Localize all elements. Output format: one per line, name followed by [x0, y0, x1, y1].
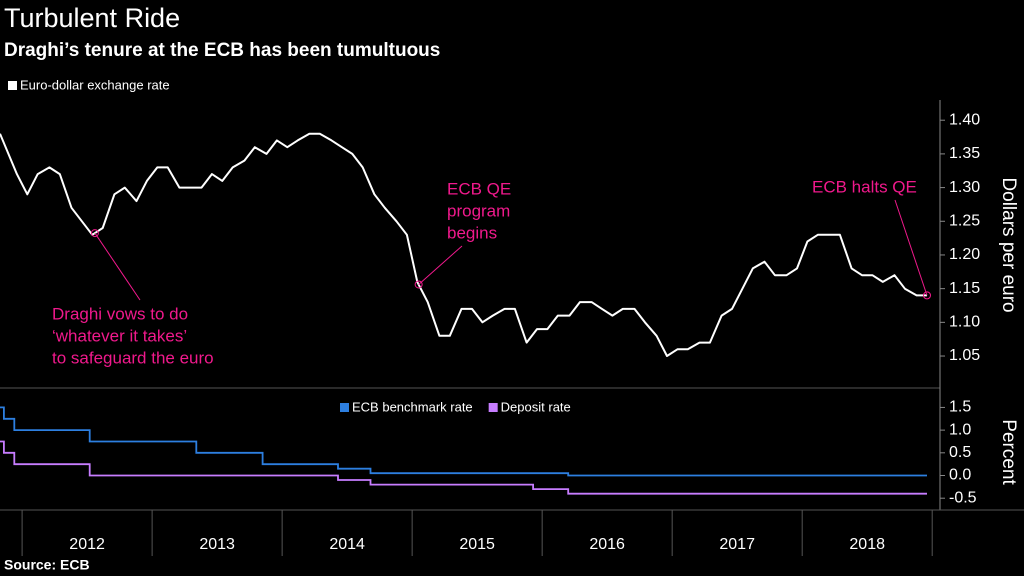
annotation-text: to safeguard the euro — [52, 348, 214, 367]
annotation-arrow — [94, 232, 141, 301]
y-tick-label: 1.0 — [949, 421, 971, 438]
legend-swatch — [488, 403, 498, 412]
annotation-text: ‘whatever it takes’ — [52, 326, 187, 345]
y-tick-label: 1.10 — [949, 314, 980, 331]
x-tick-label: 2012 — [69, 536, 105, 553]
legend-label: Euro-dollar exchange rate — [20, 77, 170, 92]
annotation-text: Draghi vows to do — [52, 304, 188, 323]
legend-swatch — [8, 81, 17, 90]
annotation-text: begins — [447, 223, 497, 242]
x-tick-label: 2015 — [459, 536, 495, 553]
y-axis-title: Dollars per euro — [998, 177, 1019, 312]
y-tick-label: -0.5 — [949, 489, 977, 506]
annotation-marker — [922, 291, 931, 300]
rate-line — [0, 406, 927, 477]
y-tick-label: 1.05 — [949, 347, 980, 364]
y-tick-label: 1.20 — [949, 246, 980, 263]
x-tick-label: 2013 — [199, 536, 235, 553]
fx-line — [0, 132, 927, 357]
legend-label: Deposit rate — [501, 399, 571, 414]
legend-label: ECB benchmark rate — [352, 399, 473, 414]
legend-swatch — [340, 403, 349, 412]
annotation-text: program — [447, 201, 510, 220]
annotation-marker — [90, 229, 99, 238]
y-tick-label: 1.25 — [949, 212, 980, 229]
y-tick-label: 0.5 — [949, 444, 971, 461]
annotation-arrow — [418, 245, 463, 285]
y-tick-label: 1.35 — [949, 145, 980, 162]
y-tick-label: 1.40 — [949, 111, 980, 128]
annotation-marker — [414, 280, 423, 289]
x-tick-label: 2017 — [719, 536, 755, 553]
annotation-text: ECB halts QE — [812, 177, 917, 196]
chart-subtitle: Draghi’s tenure at the ECB has been tumu… — [4, 40, 440, 61]
y-tick-label: 1.15 — [949, 280, 980, 297]
y2-axis-title: Percent — [998, 419, 1019, 485]
y-tick-label: 0.0 — [949, 467, 971, 484]
y-tick-label: 1.30 — [949, 179, 980, 196]
x-tick-label: 2018 — [849, 536, 885, 553]
y-tick-label: 1.5 — [949, 399, 971, 416]
annotation-arrow — [894, 199, 928, 296]
annotation-text: ECB QE — [447, 179, 511, 198]
source-note: Source: ECB — [4, 557, 90, 573]
rate-line — [0, 440, 927, 495]
x-tick-label: 2016 — [589, 536, 625, 553]
chart-title: Turbulent Ride — [4, 3, 180, 33]
x-tick-label: 2014 — [329, 536, 365, 553]
